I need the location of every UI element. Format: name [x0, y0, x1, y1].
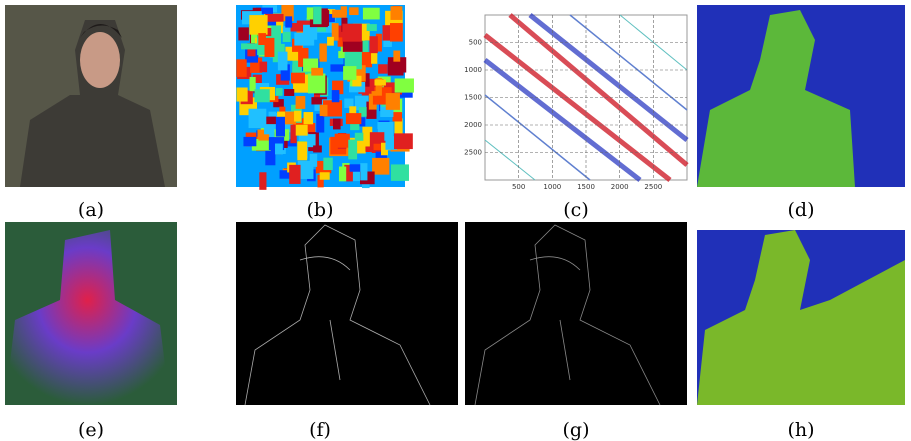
y-tick-label: 1000 — [464, 66, 482, 74]
caption: (g) — [563, 419, 590, 441]
x-tick-label: 2500 — [644, 183, 662, 191]
superpixels — [236, 5, 414, 190]
flow — [5, 222, 177, 405]
edges — [465, 222, 687, 406]
caption: (h) — [787, 419, 814, 441]
y-tick-label: 2500 — [464, 149, 482, 157]
caption: (f) — [309, 419, 331, 441]
x-tick-label: 1000 — [543, 183, 561, 191]
segmentation — [697, 5, 905, 187]
edges — [236, 222, 458, 406]
segmentation — [697, 230, 905, 405]
caption: (e) — [78, 419, 104, 441]
caption: (a) — [78, 199, 104, 221]
caption: (b) — [307, 199, 334, 221]
caption: (c) — [563, 199, 588, 221]
caption: (d) — [788, 199, 815, 221]
x-tick-label: 2000 — [611, 183, 629, 191]
x-tick-label: 500 — [512, 183, 525, 191]
y-tick-label: 1500 — [464, 94, 482, 102]
x-tick-label: 1500 — [577, 183, 595, 191]
y-tick-label: 500 — [469, 39, 482, 47]
photo — [5, 5, 177, 187]
y-tick-label: 2000 — [464, 121, 482, 129]
